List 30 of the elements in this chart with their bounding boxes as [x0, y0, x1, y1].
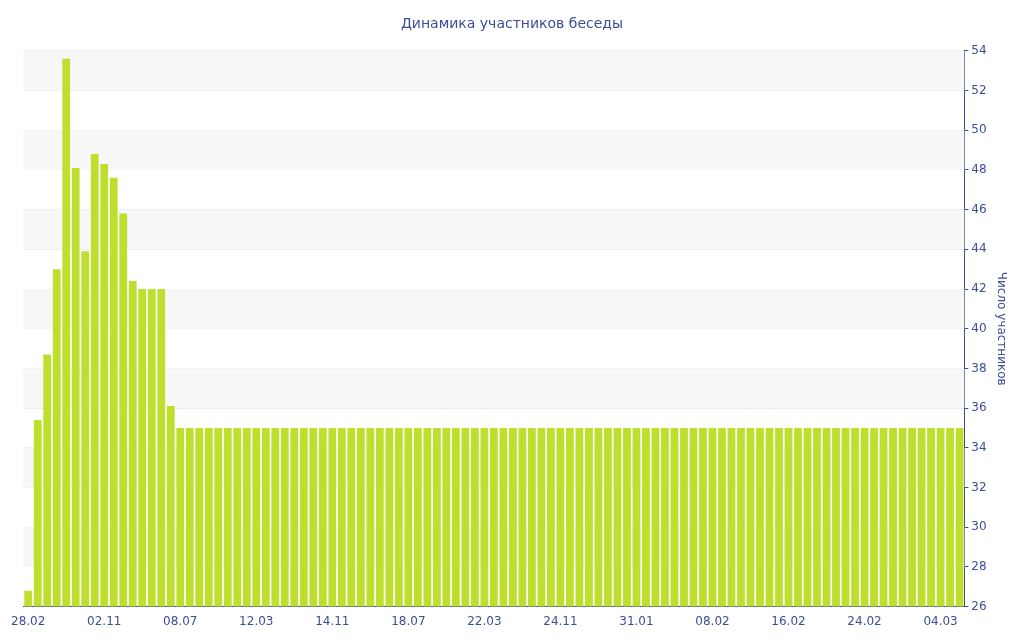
y-axis-title: Число участников	[994, 271, 1009, 386]
x-tick-label: 28.02	[11, 613, 46, 628]
y-tick-label: 42	[971, 281, 987, 296]
x-tick-label: 22.03	[467, 613, 502, 628]
y-tick-label: 48	[971, 162, 987, 177]
y-tick-label: 44	[971, 241, 987, 256]
x-tick-label: 18.07	[391, 613, 426, 628]
y-tick-label: 34	[971, 439, 987, 454]
x-tick-label: 08.02	[695, 613, 730, 628]
y-tick-label: 46	[971, 201, 987, 216]
y-tick-label: 54	[971, 42, 987, 57]
y-tick-label: 28	[971, 559, 987, 574]
x-tick-label: 12.03	[239, 613, 274, 628]
x-tick-label: 31.01	[619, 613, 654, 628]
y-tick-label: 50	[971, 122, 987, 137]
x-tick-label: 24.02	[847, 613, 882, 628]
x-tick-label: 04.03	[923, 613, 958, 628]
x-tick-label: 14.11	[315, 613, 350, 628]
y-tick-label: 32	[971, 479, 987, 494]
y-tick-label: 40	[971, 320, 987, 335]
y-tick-label: 36	[971, 400, 987, 415]
x-tick-label: 16.02	[771, 613, 806, 628]
y-tick-label: 38	[971, 360, 987, 375]
y-tick-label: 30	[971, 519, 987, 534]
y-tick-label: 26	[971, 598, 987, 613]
x-tick-label: 02.11	[87, 613, 122, 628]
chart-title: Динамика участников беседы	[400, 15, 624, 32]
y-tick-label: 52	[971, 82, 987, 97]
x-tick-label: 24.11	[543, 613, 578, 628]
x-tick-label: 08.07	[163, 613, 198, 628]
